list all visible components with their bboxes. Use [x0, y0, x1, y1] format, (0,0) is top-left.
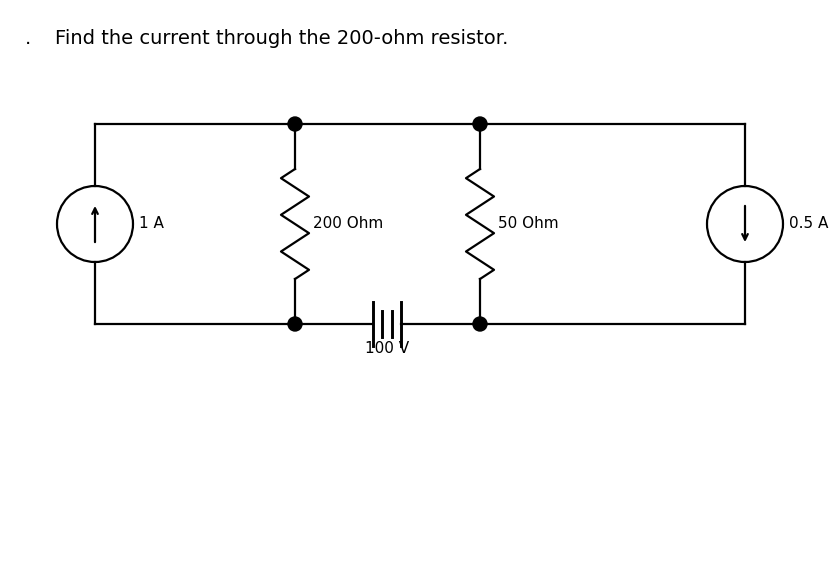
Text: Find the current through the 200-ohm resistor.: Find the current through the 200-ohm res… — [55, 29, 509, 48]
Text: 1 A: 1 A — [139, 216, 163, 231]
Circle shape — [473, 317, 487, 331]
Circle shape — [473, 117, 487, 131]
Text: .: . — [25, 29, 31, 48]
Text: 200 Ohm: 200 Ohm — [313, 216, 384, 231]
Circle shape — [288, 317, 302, 331]
Circle shape — [288, 117, 302, 131]
Text: 100 V: 100 V — [365, 341, 409, 356]
Text: 0.5 A: 0.5 A — [789, 216, 828, 231]
Text: 50 Ohm: 50 Ohm — [498, 216, 559, 231]
